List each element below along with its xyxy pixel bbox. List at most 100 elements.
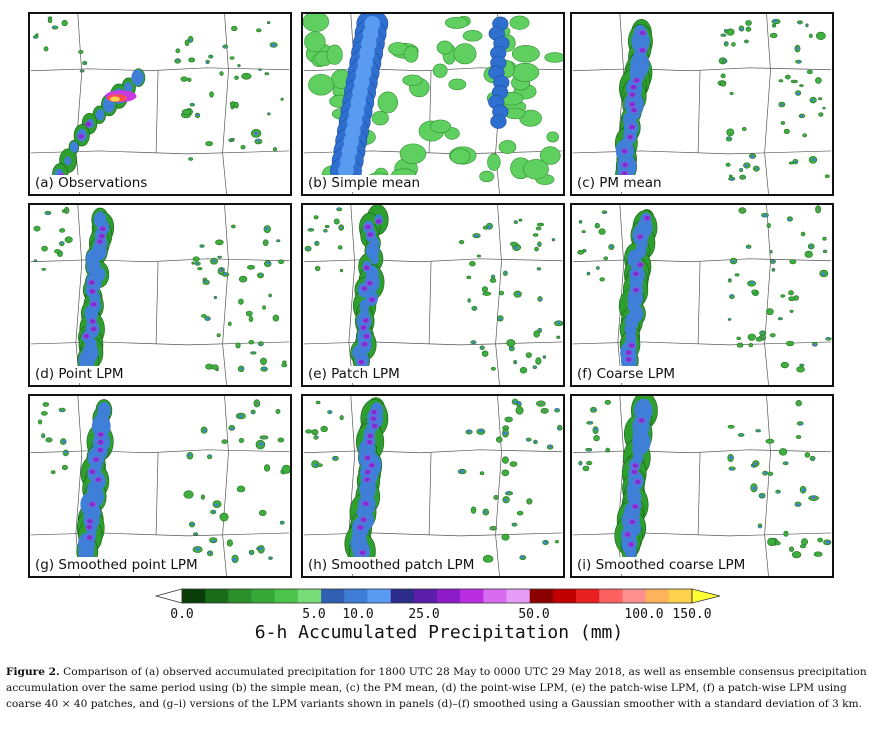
precip-cell [630,107,638,113]
precip-cell [490,114,507,129]
precip-cell [276,240,279,242]
precip-cell [810,98,815,102]
precip-cell [432,63,448,78]
precip-cell [223,45,226,48]
precip-cell [479,170,495,183]
precip-cell [499,290,505,296]
precip-cell [364,455,371,461]
precip-cell [801,538,809,546]
precip-cell [824,174,830,178]
precip-cell [192,256,200,262]
precip-map [303,205,563,385]
precip-cell [539,146,561,165]
precip-cell [593,435,600,442]
precip-cell [356,524,364,531]
precip-cell [509,461,518,467]
precip-cell [772,261,774,263]
precip-cell [262,367,267,370]
colorbar: 0.0 5.0 10.0 25.0 50.0 100.0 150.0 [152,587,724,627]
precip-cell [326,226,328,227]
precip-cell [489,277,497,283]
precip-cell [639,30,646,36]
precip-cell [559,427,561,429]
precip-cell [205,141,214,147]
precip-cell [469,261,476,267]
precip-cell [265,227,269,230]
precip-cell [453,43,477,65]
precip-cell [744,164,749,167]
precip-cell [212,510,216,513]
precip-map [30,205,290,385]
precip-cell [232,138,234,140]
precip-cell [470,506,477,514]
precip-cell [212,539,216,543]
precip-map [30,14,290,194]
precip-cell [183,490,194,499]
precip-cell [448,78,467,91]
precip-cell [215,297,218,299]
precip-cell [85,524,93,530]
precip-cell [339,268,344,273]
precip-cell [581,230,586,234]
precip-cell [555,539,559,544]
precip-cell [195,547,200,551]
colorbar-segment [344,589,368,603]
precip-cell [725,30,727,32]
precip-cell [490,366,496,371]
precip-map [30,396,290,576]
precip-cell [604,212,607,215]
precip-cell [33,225,41,232]
precip-cell [731,259,735,263]
precip-cell [42,435,45,437]
precip-cell [189,39,192,42]
precip-cell [589,421,593,424]
precip-cell [517,292,521,296]
precip-cell [64,156,72,166]
precip-cell [791,551,802,559]
precip-cell [281,464,290,474]
precip-cell [625,356,633,363]
precip-cell [219,512,229,522]
precip-cell [187,453,192,457]
precip-cell [210,55,213,57]
precip-cell [771,23,777,28]
precip-cell [482,555,494,563]
precip-cell [553,238,555,240]
precip-cell [238,65,241,68]
state-borders [30,205,290,385]
precip-cell [804,452,811,458]
precip-cell [368,462,376,469]
precip-cell [77,133,85,140]
precip-cell [337,245,343,250]
precip-cell [491,274,495,277]
precip-cell [267,261,271,265]
precip-cell [755,336,763,342]
precip-cell [190,157,193,159]
precip-cell [281,521,284,524]
precip-cell [362,317,370,324]
precip-cell [740,434,744,437]
precip-cell [480,346,484,349]
precip-cell [633,77,640,84]
precip-cell [787,218,791,222]
precip-cell [515,406,524,415]
precip-cell [366,433,374,439]
state-borders [572,14,832,194]
precip-cell [763,214,767,218]
panel-label: (f) Coarse LPM [574,366,679,383]
precip-cell [605,447,611,453]
map-panel-pm-mean: (c) PM mean [570,12,834,196]
precip-cell [308,227,312,230]
precip-cell [603,256,609,261]
precip-cell [361,341,368,347]
precip-cell [724,60,727,63]
precip-cell [124,82,133,93]
precip-cell [577,250,584,255]
precip-cell [313,215,319,220]
precip-cell [528,500,530,502]
colorbar-segment [576,589,600,603]
precip-cell [229,56,235,60]
precip-cell [88,501,96,508]
precip-cell [501,533,510,541]
precip-cell [638,417,646,424]
